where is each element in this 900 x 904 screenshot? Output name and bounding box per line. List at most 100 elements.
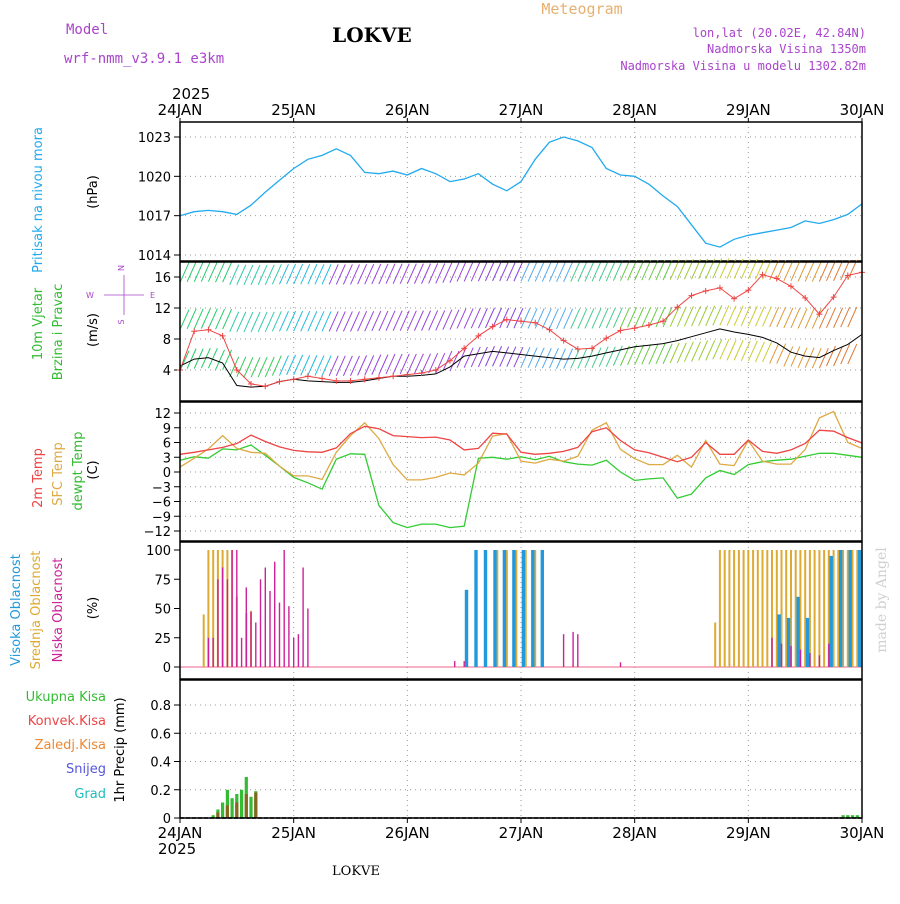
compass-s: S	[117, 319, 126, 324]
wind-barb	[818, 308, 829, 329]
wind-barb	[754, 341, 765, 363]
cloud-bar	[493, 550, 497, 667]
cloud-bar	[463, 661, 465, 667]
wind-barb	[215, 262, 225, 283]
wind-barb	[776, 343, 787, 364]
model-altitude-label: Nadmorska Visina u modelu 1302.82m	[620, 59, 866, 73]
wind-barb	[406, 263, 417, 284]
precip-unit: 1hr Precip (mm)	[113, 697, 128, 802]
wind-barb	[421, 310, 431, 331]
wind-barb	[669, 342, 680, 364]
wind-barb	[229, 311, 240, 332]
wind-title-1: 10m Vjetar	[31, 287, 46, 360]
cloud-bar	[805, 617, 810, 667]
wind-barb	[534, 347, 545, 368]
wind-barb	[399, 310, 410, 331]
wind-barb	[840, 306, 851, 328]
wind-barb	[293, 354, 304, 376]
cloud-bar	[269, 591, 271, 667]
date-tick-label: 24JAN	[158, 824, 203, 842]
wind-barb	[179, 262, 190, 283]
wind-barb	[236, 311, 247, 332]
wind-barb	[186, 308, 197, 329]
wind-barb	[215, 349, 225, 371]
cloud-bar	[577, 634, 579, 667]
precip-bar	[841, 815, 845, 818]
bottom-date-axis: 24JAN 25JAN 26JAN 27JAN 28JAN 29JAN 30JAN	[158, 818, 884, 842]
wind-barb	[804, 347, 815, 368]
low-cloud-label: Niska Oblacnost	[51, 558, 66, 663]
wind-barb	[563, 261, 574, 282]
wind-barb	[207, 347, 218, 369]
wind-barb	[477, 307, 488, 329]
wind-barb	[293, 310, 304, 332]
wind-barb	[747, 305, 758, 327]
y-tick-label: −3	[152, 481, 171, 496]
wind-barb	[620, 345, 630, 366]
precip-panel: Ukupna Kisa Konvek.Kisa Zaledj.Kisa Snij…	[26, 679, 863, 827]
wind-barb	[726, 340, 737, 361]
wind-barb	[662, 259, 673, 281]
cloud-bar	[515, 550, 518, 667]
wind-barb	[477, 346, 488, 368]
wind-barb	[527, 347, 538, 368]
wind-barb	[279, 355, 289, 376]
cloud-bar	[278, 602, 281, 667]
wind-barb	[392, 310, 403, 331]
wind-barb	[811, 261, 822, 282]
cloud-bar	[240, 637, 243, 668]
y-tick-label: 4	[163, 364, 171, 379]
cloud-bar	[828, 643, 830, 667]
cloud-bar	[207, 637, 210, 668]
cloud-bar	[742, 550, 745, 667]
wind-barb	[300, 264, 311, 285]
wind-barb	[826, 260, 836, 282]
wind-barb	[797, 347, 808, 368]
date-tick-label: 29JAN	[726, 824, 771, 842]
wind-barb	[449, 309, 460, 330]
wind-barb	[641, 306, 652, 328]
date-tick-label: 27JAN	[499, 824, 544, 842]
precip-bar	[846, 815, 850, 818]
date-tick-label: 29JAN	[726, 101, 771, 119]
cloud-bar	[756, 550, 759, 667]
model-name: wrf-nmm_v3.9.1 e3km	[64, 51, 224, 67]
precip-bar	[240, 789, 244, 819]
wind-barb	[627, 344, 638, 366]
wind-barb	[321, 355, 332, 376]
y-tick-label: 0.6	[150, 727, 171, 742]
wind-barb	[413, 263, 424, 284]
y-tick-label: 0	[163, 661, 171, 676]
precip-bar	[249, 796, 253, 818]
wind-barb	[783, 260, 794, 282]
wind-barb	[364, 311, 375, 332]
cloud-bar	[775, 550, 778, 667]
cloud-bar	[766, 550, 769, 667]
cloud-bar	[454, 661, 456, 667]
wind-barb	[428, 263, 439, 284]
cloud-bar	[250, 612, 252, 667]
temp2m-series-line	[179, 425, 863, 463]
wind-barb	[598, 260, 609, 282]
wind-barb	[541, 308, 552, 329]
date-tick-label: 26JAN	[385, 824, 430, 842]
date-tick-label: 28JAN	[612, 824, 657, 842]
cloud-bar	[264, 567, 266, 667]
footer-station: LOKVE	[332, 864, 380, 879]
cloud-bar	[226, 579, 229, 668]
cloud-bar	[794, 550, 797, 667]
cloud-bar	[808, 550, 811, 667]
wind-barb	[648, 306, 659, 328]
wind-barb	[534, 261, 545, 282]
wind-barb	[577, 348, 588, 369]
wind-panel: 10m Vjetar Brzina i Pravac (m/s) N W E S…	[31, 258, 865, 402]
pressure-unit: (hPa)	[86, 175, 101, 209]
wind-barb	[783, 346, 794, 367]
wind-barb	[513, 346, 524, 368]
precip-bar	[216, 812, 220, 818]
wind-barb	[300, 355, 311, 376]
wind-barb	[804, 261, 815, 282]
wind-barb	[293, 263, 304, 285]
wind-barb	[350, 355, 360, 377]
